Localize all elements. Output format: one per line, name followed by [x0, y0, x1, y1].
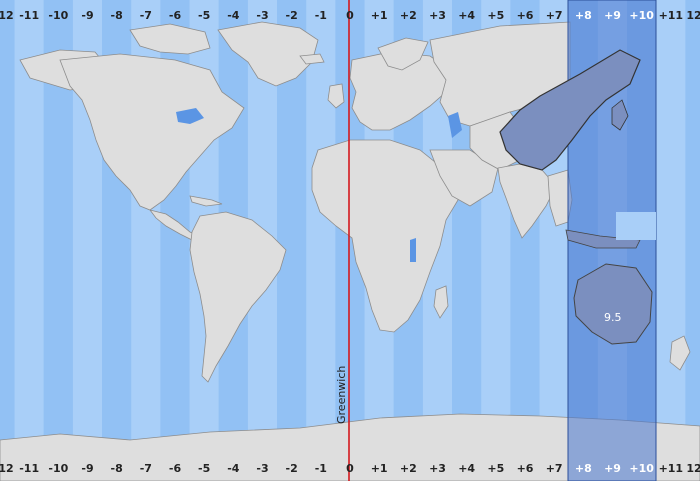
top-offset-label: -2: [286, 9, 298, 22]
top-offset-label: +10: [629, 9, 654, 22]
bottom-offset-label: 12: [0, 462, 14, 475]
new-zealand: [669, 335, 691, 371]
caspian-sea: [448, 112, 462, 138]
top-offset-label: 12: [0, 9, 14, 22]
bottom-offset-label: -4: [227, 462, 240, 475]
special-zone-label: 9.5: [604, 311, 622, 324]
bottom-offset-label: -5: [198, 462, 210, 475]
bottom-offset-label: -11: [19, 462, 39, 475]
timezone-stripe: [656, 0, 686, 481]
scandinavia: [377, 37, 429, 71]
australia: [573, 263, 653, 345]
bottom-offset-label: +2: [400, 462, 417, 475]
top-offset-label: +8: [575, 9, 592, 22]
cuba: [189, 195, 223, 207]
greenland: [217, 21, 319, 87]
bottom-offset-label: +9: [604, 462, 621, 475]
top-offset-label: +2: [400, 9, 417, 22]
britain: [327, 83, 345, 109]
bottom-offset-label: +3: [429, 462, 446, 475]
landmasses: [0, 21, 700, 481]
bottom-offset-label: -3: [256, 462, 268, 475]
top-offset-label: -9: [81, 9, 93, 22]
top-offset-label: -3: [256, 9, 268, 22]
timezone-stripe: [306, 0, 336, 481]
highlight-zone: [499, 0, 657, 481]
lakes: [176, 108, 462, 262]
top-offset-labels: 12 -11 -10 -9 -8 -7 -6 -5 -4 -3 -2 -1 0 +1 +2 +3 +4 +5 +6 +…: [0, 9, 700, 22]
top-offset-label: +6: [517, 9, 534, 22]
bottom-offset-label: +4: [458, 462, 475, 475]
bottom-offset-label: -10: [48, 462, 68, 475]
bottom-offset-label: -7: [140, 462, 152, 475]
top-offset-label: +11: [659, 9, 684, 22]
iceland: [299, 53, 325, 65]
bottom-offset-label: -1: [315, 462, 327, 475]
bottom-offset-label: -8: [111, 462, 123, 475]
great-lakes: [176, 108, 204, 124]
indonesia: [565, 229, 641, 249]
bottom-offset-label: +11: [659, 462, 684, 475]
bottom-offset-label: +5: [487, 462, 504, 475]
bottom-offset-label: -9: [81, 462, 93, 475]
top-offset-label: +1: [371, 9, 388, 22]
antarctica: [0, 413, 700, 481]
top-offset-label: -7: [140, 9, 152, 22]
japan: [611, 99, 629, 131]
top-offset-label: -5: [198, 9, 210, 22]
south-america: [189, 211, 287, 383]
madagascar: [433, 285, 449, 319]
bottom-offset-label: +8: [575, 462, 592, 475]
top-offset-label: -6: [169, 9, 182, 22]
top-offset-label: +3: [429, 9, 446, 22]
top-offset-label: -10: [48, 9, 68, 22]
bottom-offset-label: +6: [517, 462, 534, 475]
bottom-offset-label: -6: [169, 462, 182, 475]
timezone-stripe: [0, 0, 15, 481]
light-notch: [616, 212, 656, 240]
bottom-offset-label: +7: [546, 462, 563, 475]
bottom-offset-label: +1: [371, 462, 388, 475]
top-offset-label: 12: [686, 9, 700, 22]
top-offset-label: -4: [227, 9, 240, 22]
top-offset-label: +7: [546, 9, 563, 22]
timezone-stripe: [685, 0, 700, 481]
top-offset-label: -11: [19, 9, 39, 22]
bottom-offset-label: 0: [346, 462, 354, 475]
china-region: [499, 49, 641, 171]
arctic-islands: [129, 23, 211, 55]
greenwich-label: Greenwich: [335, 366, 348, 424]
top-offset-label: +5: [487, 9, 504, 22]
north-america: [59, 53, 245, 211]
bottom-offset-label: +10: [629, 462, 654, 475]
african-lakes: [410, 238, 416, 262]
bottom-offset-labels: 12 -11 -10 -9 -8 -7 -6 -5 -4 -3 -2 -1 0 +1 +2 +3 +4 +5 +6 +…: [0, 462, 700, 475]
top-offset-label: +9: [604, 9, 621, 22]
bottom-offset-label: 12: [686, 462, 700, 475]
top-offset-label: -8: [111, 9, 123, 22]
top-offset-label: 0: [346, 9, 354, 22]
top-offset-label: -1: [315, 9, 327, 22]
top-offset-label: +4: [458, 9, 475, 22]
bottom-offset-label: -2: [286, 462, 298, 475]
